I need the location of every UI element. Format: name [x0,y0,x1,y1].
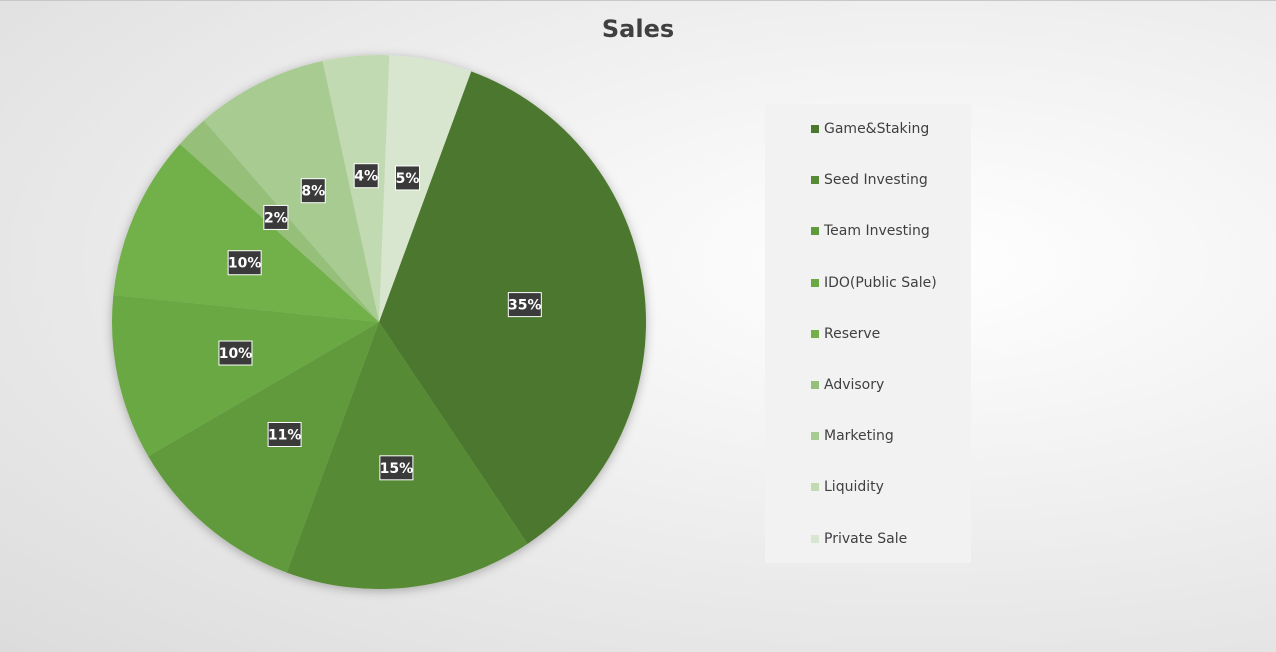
legend-label: Reserve [824,325,881,342]
legend-swatch [811,125,819,133]
legend-swatch [811,278,819,287]
legend-label: Team Investing [824,223,930,240]
data-label-seed-investing: 15% [379,455,414,481]
legend-label: IDO(Public Sale) [824,274,937,291]
legend-item-reserve: Reserve [811,324,880,344]
data-label-game-staking: 35% [507,292,542,318]
legend-swatch [811,227,819,236]
pie-slice-reserve [113,144,379,322]
svg-text:10%: 10% [219,346,253,362]
pie-data-labels: 35% 15% 11% 10% 10% 2% 8% 4% 5% [218,163,542,481]
svg-text:15%: 15% [380,461,414,477]
pie-slices [112,54,647,589]
legend-item-private-sale: Private Sale [811,529,907,549]
data-label-reserve: 10% [227,250,262,276]
legend-swatch [811,483,819,492]
legend-swatch [811,329,819,338]
legend-swatch [811,534,819,543]
pie-slice-private-sale [379,55,472,322]
chart-legend: Game&Staking Seed Investing Team Investing… [765,104,971,563]
svg-text:10%: 10% [228,256,262,272]
legend-swatch [811,176,819,185]
pie-slice-ido-public-sale [112,295,380,457]
chart-title: Sales [601,15,675,43]
svg-text:11%: 11% [268,427,302,443]
data-label-team-investing: 11% [267,421,302,447]
pie-slice-marketing [203,61,379,322]
legend-label: Advisory [824,377,885,393]
data-label-ido-public-sale: 10% [218,340,253,366]
legend-item-ido-public-sale: IDO(Public Sale) [811,273,937,293]
legend-label: Game&Staking [824,121,930,137]
legend-item-advisory: Advisory [811,375,884,395]
legend-label: Private Sale [824,530,908,547]
legend-swatch [811,381,819,389]
legend-item-liquidity: Liquidity [811,477,884,497]
svg-text:2%: 2% [264,210,288,226]
svg-text:8%: 8% [301,184,325,200]
svg-text:35%: 35% [508,298,542,314]
data-label-private-sale: 5% [395,165,421,191]
legend-item-seed-investing: Seed Investing [811,170,928,190]
data-label-liquidity: 4% [353,163,379,189]
svg-text:4%: 4% [354,169,378,185]
legend-label: Liquidity [824,479,884,496]
legend-label: Marketing [824,428,894,445]
pie-slice-team-investing [148,322,379,573]
pie-slice-liquidity [322,54,390,322]
legend-item-marketing: Marketing [811,426,894,446]
legend-label: Seed Investing [824,172,928,189]
svg-text:5%: 5% [396,171,420,187]
data-label-marketing: 8% [300,178,326,204]
legend-swatch [811,432,819,441]
data-label-advisory: 2% [263,204,289,230]
legend-item-team-investing: Team Investing [811,221,930,241]
legend-item-game-staking: Game&Staking [811,119,929,139]
